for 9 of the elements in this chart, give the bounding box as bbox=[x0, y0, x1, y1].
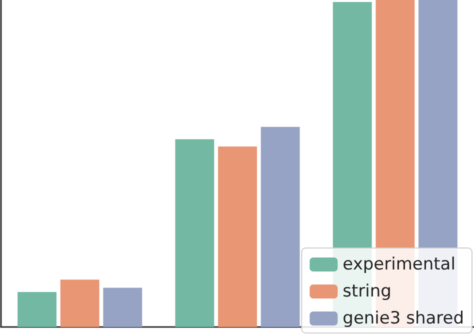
bar bbox=[175, 139, 214, 327]
bar bbox=[103, 288, 142, 327]
bar bbox=[218, 146, 257, 327]
bar bbox=[60, 280, 100, 327]
bar bbox=[18, 292, 56, 327]
legend-label: experimental bbox=[342, 254, 456, 274]
legend-label: string bbox=[342, 282, 392, 302]
legend-label: genie3 shared bbox=[342, 308, 464, 328]
bar bbox=[260, 126, 300, 327]
